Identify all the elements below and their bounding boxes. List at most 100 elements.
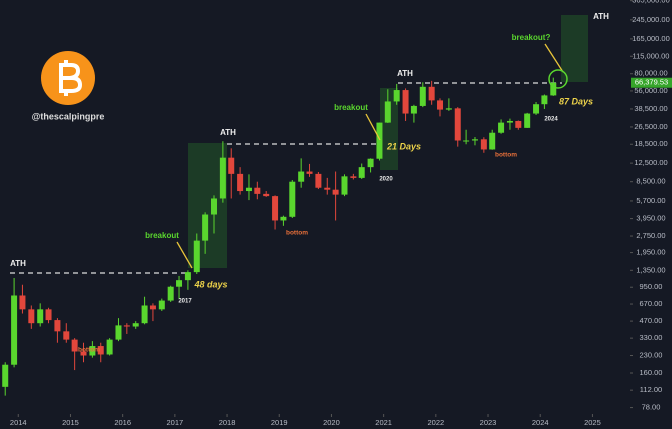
- candle-body: [263, 193, 270, 197]
- candles: [2, 77, 557, 396]
- x-tick-label: 2025: [584, 418, 601, 427]
- y-tick-label: 78.00: [642, 403, 661, 412]
- highlight-circle: [548, 69, 568, 89]
- annotation: 87 Days: [559, 96, 593, 106]
- candle-body: [515, 120, 522, 128]
- candle-body: [123, 325, 130, 327]
- candle-body: [306, 171, 313, 174]
- x-tick-label: 2022: [427, 418, 444, 427]
- y-tick-label: 1,350.00: [636, 265, 665, 274]
- y-tick-label: 230.00: [640, 351, 663, 360]
- candle-body: [376, 122, 383, 159]
- candle-body: [393, 90, 400, 102]
- candle-body: [272, 196, 279, 221]
- y-tick-label: 3,950.00: [636, 214, 665, 223]
- candle-body: [106, 339, 113, 355]
- candle-body: [315, 173, 322, 188]
- annotation: ATH: [593, 12, 609, 21]
- candle-body: [19, 295, 26, 310]
- x-tick-label: 2018: [219, 418, 236, 427]
- candle-body: [437, 100, 444, 110]
- candle-body: [219, 157, 226, 199]
- annotation: bottom: [495, 152, 517, 159]
- x-tick-label: 2014: [10, 418, 27, 427]
- candle-body: [184, 272, 191, 281]
- y-tick-label: 245,000.00: [632, 15, 670, 24]
- candle-body: [176, 280, 183, 287]
- candle-body: [80, 351, 87, 356]
- breakout-zone: [561, 15, 588, 82]
- candle-body: [211, 198, 218, 215]
- candle-body: [132, 323, 139, 327]
- candle-body: [541, 95, 548, 105]
- candle-body: [280, 216, 287, 221]
- candle-body: [454, 108, 461, 141]
- x-tick-label: 2020: [323, 418, 340, 427]
- candle-body: [298, 171, 305, 182]
- candle-body: [115, 325, 122, 340]
- x-tick-label: 2021: [375, 418, 392, 427]
- x-tick-label: 2023: [480, 418, 497, 427]
- candle-body: [367, 158, 374, 168]
- candle-body: [149, 305, 156, 310]
- x-tick-label: 2024: [532, 418, 549, 427]
- y-tick-label: 8,500.00: [636, 177, 665, 186]
- bitcoin-symbol: [59, 60, 83, 96]
- y-tick-label: 115,000.00: [633, 51, 670, 60]
- annotation: bottom: [286, 230, 308, 237]
- candle-body: [71, 339, 78, 352]
- candle-body: [63, 331, 70, 340]
- y-tick-label: 112.00: [640, 385, 662, 394]
- x-tick-label: 2015: [62, 418, 79, 427]
- y-tick-label: 18,500.00: [634, 139, 667, 148]
- y-tick-label: 12,500.00: [634, 158, 667, 167]
- candle-body: [410, 105, 417, 114]
- candle-body: [2, 364, 9, 387]
- candle-body: [97, 346, 104, 355]
- candle-body: [550, 82, 557, 96]
- candle-body: [384, 101, 391, 123]
- annotation: ATH: [220, 128, 236, 137]
- y-tick-label: 5,700.00: [636, 196, 665, 205]
- candle-body: [445, 108, 452, 110]
- candle-body: [332, 189, 339, 195]
- arrow: [176, 241, 193, 269]
- candle-body: [289, 181, 296, 217]
- candle-body: [533, 104, 540, 114]
- y-tick-label: 26,500.00: [634, 122, 667, 131]
- arrow: [365, 113, 381, 141]
- candle-body: [28, 309, 35, 324]
- y-tick-label: 670.00: [640, 299, 663, 308]
- handle: @thescalpingpre: [32, 111, 105, 121]
- breakout-zone: [380, 88, 398, 170]
- annotation: 21 Days: [386, 141, 421, 151]
- last-price-label: 66,379.53: [635, 78, 668, 87]
- candle-body: [506, 120, 513, 123]
- candle-body: [480, 139, 487, 150]
- candle-body: [11, 295, 18, 365]
- arrow: [544, 43, 564, 73]
- candle-body: [202, 214, 209, 241]
- candle-body: [489, 132, 496, 150]
- candle-body: [89, 346, 96, 356]
- y-tick-label: 80,000.00: [634, 69, 667, 78]
- candle-body: [341, 176, 348, 195]
- candle-body: [463, 140, 470, 142]
- candle-body: [245, 187, 252, 192]
- annotation: ATH: [10, 259, 26, 268]
- candle-body: [254, 187, 261, 194]
- annotation: breakout: [334, 103, 368, 112]
- candle-body: [141, 305, 148, 324]
- candle-body: [37, 309, 44, 324]
- annotation: 2024: [544, 117, 558, 123]
- candle-body: [324, 187, 331, 190]
- candle-body: [350, 176, 357, 178]
- y-tick-label: 470.00: [640, 316, 663, 325]
- y-tick-label: 330.00: [640, 333, 663, 342]
- y-tick-label: 950.00: [640, 282, 663, 291]
- candle-body: [54, 320, 61, 332]
- candle-body: [228, 157, 235, 174]
- candle-body: [498, 122, 505, 133]
- candle-body: [158, 300, 165, 310]
